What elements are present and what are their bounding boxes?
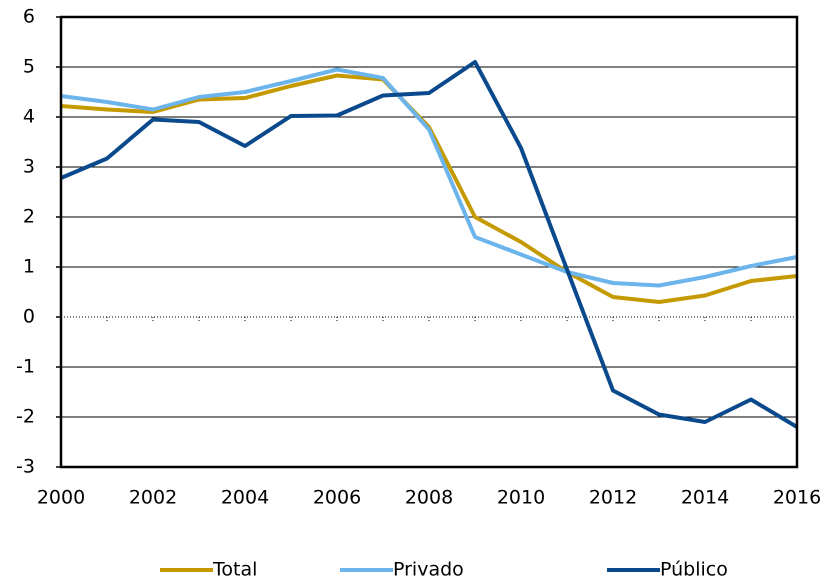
- x-tick-label: 2010: [497, 487, 545, 509]
- y-tick-label: 4: [23, 106, 35, 128]
- series-line: [60, 73, 798, 304]
- legend-label: Público: [660, 559, 728, 580]
- y-tick-label: 1: [23, 256, 35, 278]
- x-tick-label: 2000: [37, 487, 85, 509]
- y-tick-label: 5: [23, 56, 35, 78]
- x-tick-label: 2016: [773, 487, 821, 509]
- y-tick-label: 2: [23, 206, 35, 228]
- series-line: [60, 67, 798, 288]
- y-tick-label: -2: [16, 406, 35, 428]
- x-tick-label: 2014: [681, 487, 729, 509]
- x-tick-label: 2002: [129, 487, 177, 509]
- series-line: [60, 60, 799, 429]
- x-tick-label: 2012: [589, 487, 637, 509]
- x-tick-label: 2008: [405, 487, 453, 509]
- y-tick-label: 3: [23, 156, 35, 178]
- y-tick-label: 0: [23, 306, 35, 328]
- x-tick-label: 2004: [221, 487, 269, 509]
- x-tick-label: 2006: [313, 487, 361, 509]
- y-tick-label: -1: [16, 356, 35, 378]
- legend-label: Total: [212, 559, 257, 580]
- y-tick-label: 6: [23, 6, 35, 28]
- y-tick-label: -3: [16, 456, 35, 478]
- plot-frame: [59, 15, 799, 469]
- legend-label: Privado: [393, 559, 464, 580]
